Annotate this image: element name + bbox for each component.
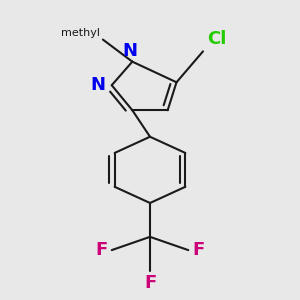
Text: N: N <box>122 42 137 60</box>
Text: methyl: methyl <box>61 28 100 38</box>
Text: F: F <box>193 241 205 259</box>
Text: F: F <box>95 241 107 259</box>
Text: Cl: Cl <box>207 30 227 48</box>
Text: F: F <box>144 274 156 292</box>
Text: N: N <box>91 76 106 94</box>
